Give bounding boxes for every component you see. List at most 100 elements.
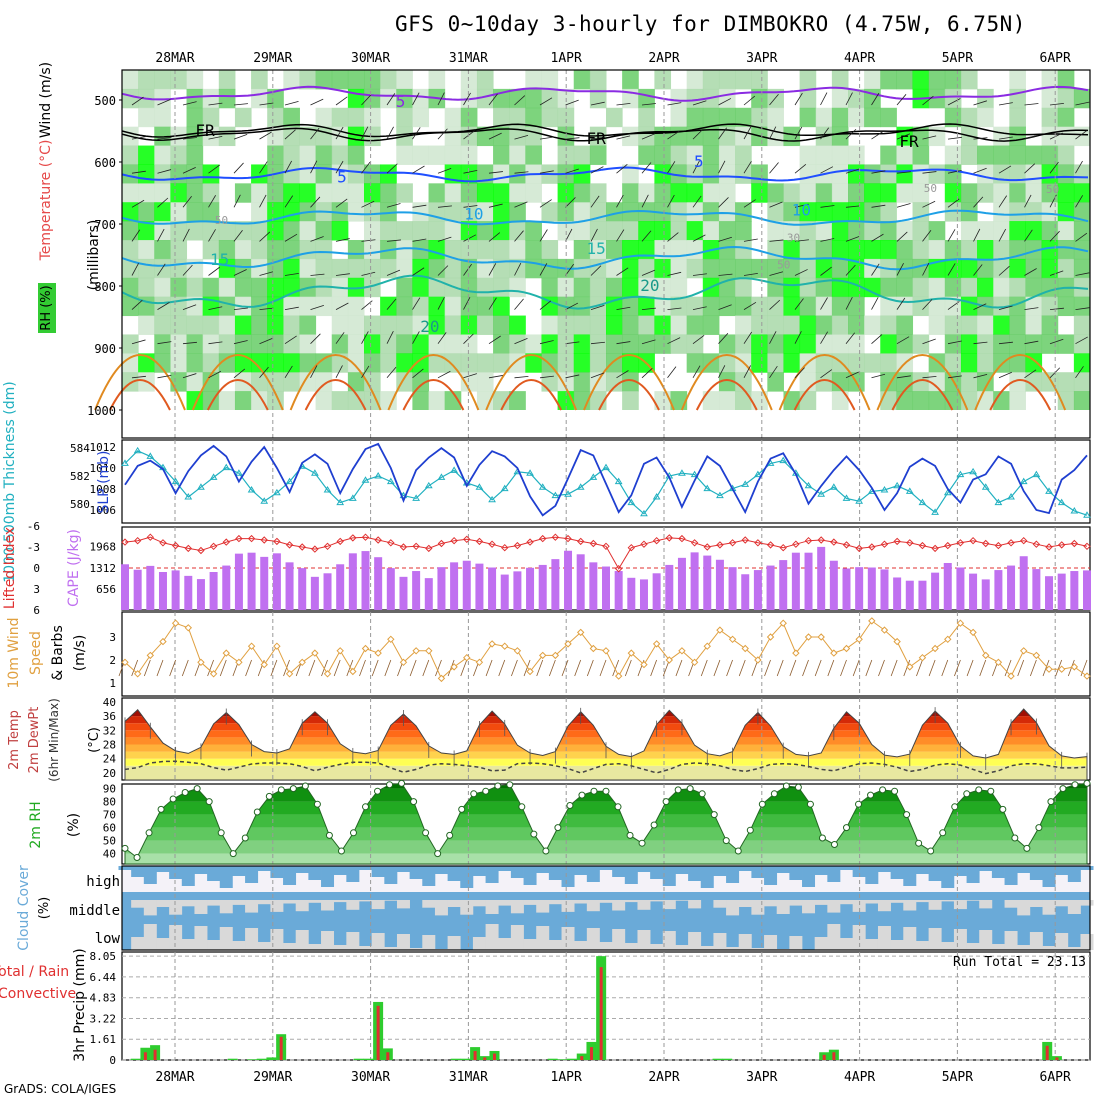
rh-cell [347,391,365,411]
wind-barb [208,102,223,106]
contour-label: 10 [464,205,483,224]
cape-bar [1032,569,1041,610]
rh-cell [654,258,672,279]
cloud-low-cell [422,935,436,950]
rh-cell [299,258,317,279]
rh-cell [896,391,914,411]
wind-barb [514,134,529,140]
rh-cell [186,107,204,128]
wind-ylabel-2: Speed [28,631,44,675]
rh-cell [1025,145,1043,165]
cloud-mid-cell [764,900,778,907]
rh-cell [622,315,639,335]
wind-speed-marker [994,658,1003,667]
cloud-high-cell [536,866,550,873]
wind-speed-marker [589,644,598,653]
wind-barb [947,136,962,140]
li-marker [336,537,344,546]
li-marker [564,534,572,543]
rh-cell [880,145,897,165]
cloud-low-cell [814,937,828,950]
rh-cell [299,240,317,260]
rh-cell [944,183,962,203]
wind-barb [284,129,296,140]
wind-barb [718,127,727,140]
wind-barb [157,99,171,106]
surface-wind-barb [586,659,594,677]
wind-barb [514,95,526,106]
rh-cell [606,372,623,392]
rh-cell [993,258,1010,279]
rh-marker [446,831,454,839]
rh-cell [557,353,575,373]
surface-wind-barb [181,659,189,677]
wind-speed-marker [1020,647,1028,655]
wind-speed-marker [602,647,610,655]
contour-label: 50 [924,182,937,195]
rh-cell [848,296,865,317]
rh-cell [815,372,833,392]
surface-wind-barb [814,659,822,677]
rh-cell [1009,334,1026,354]
rh-cell [218,334,236,354]
rh-cell [170,372,188,392]
rh-cell [912,145,930,165]
rh-cell [331,391,349,411]
cape-bar [526,567,535,610]
rh-cell [799,258,817,279]
rh-cell [1073,391,1091,411]
rh-cell [460,107,478,128]
wind-barb [998,371,1013,379]
wind-barb [616,164,628,174]
rh-cell [396,107,413,128]
rh-cell [944,315,962,335]
rh-cell [331,353,349,373]
rh-marker [879,786,887,794]
rh-cell [686,240,704,260]
rh-cell [670,315,688,335]
wind-barb [718,273,733,276]
li-marker [855,544,863,553]
rh-cell [509,258,526,279]
precip-conv-bar [492,1053,496,1060]
wind-barb [820,331,829,344]
wind-speed-marker [969,628,977,637]
rh-marker [758,800,766,808]
cape-bar [779,560,788,610]
li-marker [690,539,699,547]
wind-barb [335,302,349,310]
precip-conv-bar [580,1056,584,1060]
rh-cell [1025,296,1043,317]
surface-wind-barb [371,659,379,677]
temp-band [125,730,1087,738]
cape-bar [348,553,357,610]
rh-cell [638,258,655,279]
wind-barb [539,170,554,174]
precip-conv-bar [589,1047,593,1060]
rh-cell [702,202,720,222]
wind-barb [896,203,911,208]
rh-cell [267,202,284,222]
wind-barb [947,198,960,208]
cape-bar [614,571,623,610]
temp-contour-30 [109,379,171,411]
rh-cell [767,353,784,373]
wind-barb [616,341,631,345]
rh-cell [154,277,171,298]
rh-cell [912,70,930,90]
rh-cell [186,334,204,354]
rh-cell [364,202,381,222]
contour-label: 30 [787,231,800,244]
rh-marker [518,803,526,811]
cloud-mid-cell [548,900,562,905]
cloud-mid-cell [1042,900,1056,915]
cape-bar [121,564,129,610]
li-marker [842,541,851,549]
wind-barb [1024,194,1032,208]
rh-cell [1057,240,1075,260]
rh-cell [960,240,978,260]
wind-speed-marker [640,660,648,669]
wind-barb [820,205,835,208]
wind-barb [208,306,223,310]
wind-barb [539,136,554,140]
